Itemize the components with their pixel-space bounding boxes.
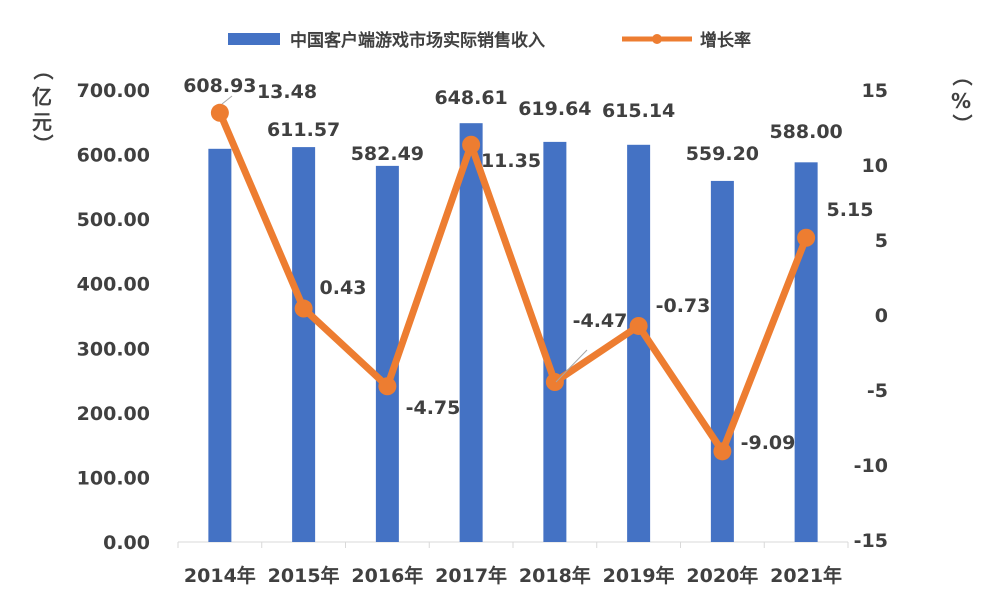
left-tick-label: 600.00 bbox=[77, 145, 150, 167]
x-tick-label: 2014年 bbox=[184, 564, 256, 587]
growth-line bbox=[216, 109, 810, 455]
left-unit-char-1: 亿 bbox=[32, 85, 52, 109]
growth-value-label: -9.09 bbox=[741, 432, 796, 454]
growth-point bbox=[462, 135, 481, 154]
left-tick-label: 100.00 bbox=[77, 467, 150, 489]
right-tick-label: 5 bbox=[875, 230, 888, 252]
x-tick-label: 2021年 bbox=[770, 564, 842, 587]
legend-swatch-bar bbox=[228, 33, 280, 45]
right-axis-unit: （ % ） bbox=[950, 66, 974, 134]
legend-swatch-marker bbox=[652, 34, 662, 44]
bar-value-label: 582.49 bbox=[351, 143, 424, 165]
bar-value-label: 559.20 bbox=[686, 143, 759, 165]
growth-point bbox=[797, 228, 816, 247]
bar-data-labels: 608.93 611.57 582.49 648.61 619.64 615.14 559.… bbox=[183, 75, 843, 165]
left-tick-label: 400.00 bbox=[77, 274, 150, 296]
legend-label-line: 增长率 bbox=[700, 30, 751, 51]
x-tick-label: 2017年 bbox=[435, 564, 507, 587]
growth-value-label: -4.47 bbox=[573, 310, 628, 332]
line-series bbox=[210, 103, 816, 461]
right-tick-label: -5 bbox=[867, 380, 888, 402]
bar-value-label: 615.14 bbox=[602, 100, 675, 122]
growth-value-label: -4.75 bbox=[406, 397, 461, 419]
bar-value-label: 619.64 bbox=[518, 98, 591, 120]
left-axis-ticks: 0.00 100.00 200.00 300.00 400.00 500.00 600.00… bbox=[77, 80, 150, 554]
line-data-labels: 13.48 0.43 -4.75 11.35 -4.47 -0.73 -9.09 5.15 bbox=[221, 81, 874, 454]
growth-value-label: 11.35 bbox=[481, 150, 541, 172]
bar bbox=[543, 141, 567, 543]
label-leader-line bbox=[221, 95, 233, 105]
growth-point bbox=[545, 373, 564, 392]
right-unit-char-2: ） bbox=[950, 114, 974, 134]
right-unit-char-0: （ bbox=[950, 66, 974, 86]
bar-value-label: 611.57 bbox=[267, 119, 340, 141]
bar bbox=[459, 123, 483, 542]
left-tick-label: 500.00 bbox=[77, 209, 150, 231]
growth-point bbox=[210, 103, 229, 122]
growth-value-label: 0.43 bbox=[320, 277, 367, 299]
left-tick-label: 700.00 bbox=[77, 80, 150, 102]
growth-value-label: 5.15 bbox=[827, 199, 874, 221]
bar bbox=[375, 165, 399, 543]
left-tick-label: 300.00 bbox=[77, 338, 150, 360]
bar bbox=[208, 148, 232, 542]
growth-value-label: -0.73 bbox=[656, 295, 711, 317]
x-axis-ticks: 2014年 2015年 2016年 2017年 2018年 2019年 2020年 2021年 bbox=[177, 542, 849, 587]
x-tick-label: 2016年 bbox=[351, 564, 423, 587]
legend-label-bar: 中国客户端游戏市场实际销售收入 bbox=[290, 30, 545, 51]
left-tick-label: 200.00 bbox=[77, 403, 150, 425]
growth-point bbox=[294, 299, 313, 318]
label-leader-line bbox=[555, 349, 588, 383]
growth-point bbox=[378, 377, 397, 396]
growth-point bbox=[629, 316, 648, 335]
bar bbox=[292, 147, 316, 542]
growth-value-label: 13.48 bbox=[257, 81, 317, 103]
x-tick-label: 2018年 bbox=[519, 564, 591, 587]
left-axis-unit: （ 亿 元 ） bbox=[31, 60, 55, 154]
right-axis-ticks: -15 -10 -5 0 5 10 15 bbox=[854, 80, 888, 552]
x-tick-label: 2019年 bbox=[603, 564, 675, 587]
growth-point bbox=[713, 442, 732, 461]
left-tick-label: 0.00 bbox=[103, 532, 150, 554]
x-tick-label: 2015年 bbox=[268, 564, 340, 587]
left-unit-char-2: 元 bbox=[32, 110, 52, 134]
bar-value-label: 648.61 bbox=[434, 87, 507, 109]
chart-legend: 中国客户端游戏市场实际销售收入 增长率 bbox=[228, 30, 751, 51]
right-tick-label: 0 bbox=[875, 305, 888, 327]
bar-series bbox=[208, 123, 818, 543]
bar bbox=[627, 144, 651, 542]
right-tick-label: -15 bbox=[854, 530, 888, 552]
bar-value-label: 608.93 bbox=[183, 75, 256, 97]
bar bbox=[794, 162, 818, 542]
left-unit-char-0: （ bbox=[31, 60, 55, 80]
left-unit-char-3: ） bbox=[31, 134, 55, 154]
right-tick-label: -10 bbox=[854, 455, 888, 477]
right-unit-char-1: % bbox=[951, 89, 971, 113]
bar-value-label: 588.00 bbox=[769, 121, 842, 143]
bar bbox=[710, 180, 734, 542]
right-tick-label: 10 bbox=[862, 155, 888, 177]
right-tick-label: 15 bbox=[862, 80, 888, 102]
x-tick-label: 2020年 bbox=[686, 564, 758, 587]
